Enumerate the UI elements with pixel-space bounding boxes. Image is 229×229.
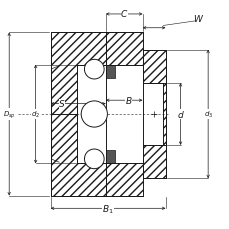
Circle shape	[81, 101, 107, 128]
Text: $B_1$: $B_1$	[102, 202, 113, 215]
Polygon shape	[105, 65, 114, 79]
Polygon shape	[105, 150, 114, 164]
Text: C: C	[120, 10, 127, 19]
Text: B: B	[125, 96, 131, 105]
Text: $d_2$: $d_2$	[31, 109, 40, 120]
Polygon shape	[105, 164, 142, 196]
Polygon shape	[142, 50, 165, 179]
Circle shape	[84, 60, 104, 80]
Text: $D_{sp}$: $D_{sp}$	[3, 109, 16, 120]
Text: S: S	[59, 100, 65, 109]
Polygon shape	[105, 33, 142, 65]
Text: W: W	[193, 15, 201, 24]
Polygon shape	[50, 114, 105, 196]
Text: d: d	[177, 110, 183, 119]
Text: $d_3$: $d_3$	[203, 109, 212, 120]
Circle shape	[84, 149, 104, 169]
Polygon shape	[50, 33, 105, 114]
